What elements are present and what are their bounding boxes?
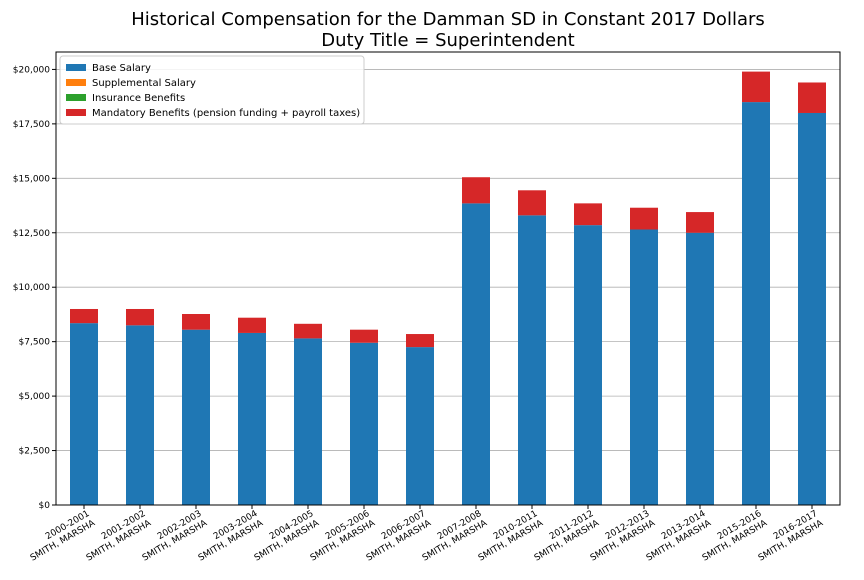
legend: Base Salary Supplemental Salary Insurance …: [59, 55, 365, 125]
bar-mandatory-6: [406, 334, 434, 348]
bar-base-7: [462, 203, 490, 505]
bar-mandatory-0: [70, 308, 98, 324]
bar-base-1: [126, 325, 154, 505]
bar-base-0: [70, 323, 98, 505]
legend-label-supplemental: Supplemental Salary: [92, 78, 196, 89]
legend-swatch-mandatory: [66, 109, 86, 116]
bar-base-6: [406, 347, 434, 505]
y-tick-label-3: $7,500: [19, 338, 51, 348]
legend-label-base: Base Salary: [92, 63, 151, 74]
bar-mandatory-8: [518, 190, 546, 216]
bar-base-5: [350, 342, 378, 505]
bar-mandatory-7: [462, 177, 490, 204]
bar-base-2: [182, 329, 210, 505]
bar-base-8: [518, 215, 546, 505]
legend-box: [59, 55, 365, 125]
bar-base-11: [686, 232, 714, 506]
y-tick-label-8: $20,000: [13, 65, 50, 75]
bar-mandatory-5: [350, 329, 378, 343]
legend-swatch-supplemental: [66, 79, 86, 86]
bar-base-10: [630, 229, 658, 505]
legend-swatch-insurance: [66, 94, 86, 101]
bar-base-13: [798, 112, 826, 505]
chart-subtitle: Duty Title = Superintendent: [321, 30, 574, 51]
bar-mandatory-4: [294, 323, 322, 339]
bar-mandatory-9: [574, 203, 602, 226]
y-axis: $0 $2,500 $5,000 $7,500 $10,000 $12,500 $15,00…: [13, 65, 56, 511]
legend-label-insurance: Insurance Benefits: [92, 93, 185, 104]
y-tick-label-1: $2,500: [19, 447, 51, 457]
plot-area-frame: [55, 51, 841, 506]
y-tick-label-4: $10,000: [13, 283, 50, 293]
bar-mandatory-11: [686, 212, 714, 233]
bar-mandatory-2: [182, 313, 210, 330]
y-tick-label-5: $12,500: [13, 229, 50, 239]
bar-mandatory-10: [630, 207, 658, 230]
bar-mandatory-3: [238, 317, 266, 333]
chart-title: Historical Compensation for the Damman S…: [131, 9, 765, 30]
bar-base-12: [742, 102, 770, 506]
bar-mandatory-13: [798, 82, 826, 113]
legend-swatch-base: [66, 64, 86, 71]
y-tick-label-2: $5,000: [19, 392, 51, 402]
bar-base-3: [238, 332, 266, 505]
bars: [70, 71, 826, 506]
y-tick-label-6: $15,000: [13, 174, 50, 184]
bar-mandatory-12: [742, 71, 770, 103]
y-tick-label-0: $0: [39, 501, 51, 511]
grid-lines: [56, 69, 840, 506]
bar-base-9: [574, 225, 602, 505]
bar-base-4: [294, 338, 322, 505]
bar-mandatory-1: [126, 308, 154, 326]
legend-label-mandatory: Mandatory Benefits (pension funding + pa…: [92, 108, 360, 119]
y-tick-label-7: $17,500: [13, 120, 50, 130]
